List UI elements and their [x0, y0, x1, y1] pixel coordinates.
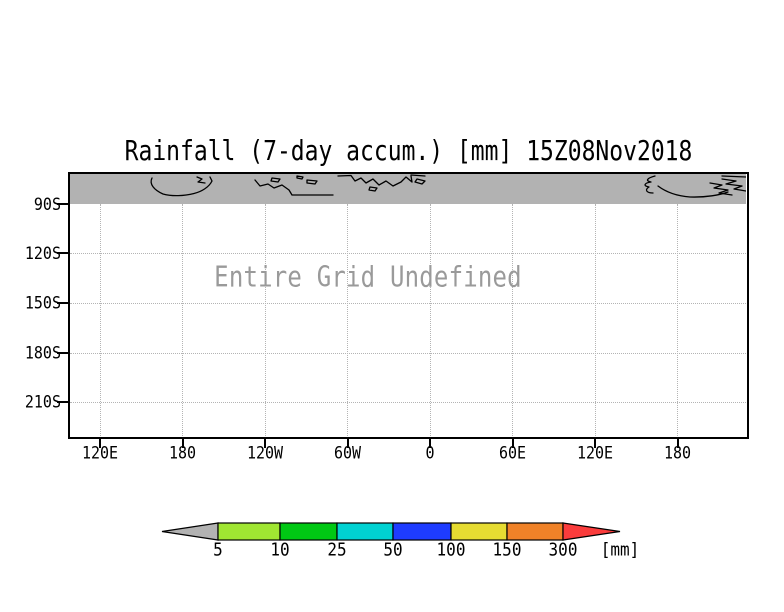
- x-axis-tick-label: 60W: [333, 442, 362, 464]
- x-axis-tick-label: 60E: [498, 442, 527, 464]
- coastline-graphic: [150, 174, 747, 198]
- x-axis-tick: [676, 437, 679, 448]
- x-axis-tick: [99, 437, 101, 448]
- colorbar-unit-label: [mm]: [600, 538, 640, 561]
- colorbar-level-label: 100: [436, 538, 466, 561]
- vertical-gridline: [347, 204, 348, 436]
- colorbar-cell: [336, 522, 394, 541]
- colorbar-level-label: 150: [492, 538, 522, 561]
- x-axis-tick-label: 0: [425, 442, 435, 464]
- vertical-gridline: [182, 204, 183, 436]
- y-axis-tick-label: 210S: [24, 391, 61, 413]
- colorbar-level-label: 5: [213, 538, 223, 561]
- colorbar-level-label: 300: [548, 538, 578, 561]
- colorbar: [161, 522, 621, 541]
- y-axis-tick-label: 180S: [24, 342, 61, 364]
- colorbar-level-label: 10: [270, 538, 290, 561]
- x-axis-tick: [429, 437, 431, 448]
- x-axis-tick-label: 120E: [81, 442, 119, 464]
- colorbar-cell: [392, 522, 452, 541]
- map-plot-frame: Entire Grid Undefined: [68, 172, 749, 439]
- x-axis-tick: [346, 437, 349, 448]
- vertical-gridline: [677, 204, 678, 436]
- colorbar-left-arrow: [161, 522, 219, 541]
- x-axis-tick: [181, 437, 184, 448]
- horizontal-gridline: [70, 352, 746, 354]
- y-axis-tick: [57, 352, 68, 354]
- vertical-gridline: [429, 204, 431, 436]
- coastline-segment: [196, 176, 206, 184]
- vertical-gridline: [512, 204, 513, 436]
- y-axis-tick: [57, 401, 68, 403]
- vertical-gridline: [594, 204, 596, 436]
- coastline-segment: [709, 182, 733, 196]
- y-axis-tick: [57, 302, 68, 304]
- coastline-segment: [410, 174, 426, 177]
- colorbar-cell: [506, 522, 564, 541]
- coastline-island: [414, 178, 426, 185]
- horizontal-gridline: [70, 401, 746, 403]
- horizontal-gridline: [70, 302, 746, 304]
- land-shade-band: [70, 174, 747, 204]
- coastline-segment: [337, 174, 413, 187]
- colorbar-cell: [450, 522, 508, 541]
- undefined-grid-annotation: Entire Grid Undefined: [214, 260, 522, 294]
- x-axis-tick-label: 120E: [576, 442, 614, 464]
- coastline-segment: [721, 178, 747, 192]
- x-axis-tick-label: 180: [168, 442, 197, 464]
- y-axis-tick-label: 120S: [24, 242, 61, 264]
- horizontal-gridline: [70, 252, 746, 254]
- coastline-segment: [657, 185, 729, 198]
- coastline-island: [270, 177, 281, 183]
- colorbar-right-arrow: [562, 522, 621, 541]
- y-axis-tick-label: 150S: [24, 292, 61, 314]
- x-axis-tick: [511, 437, 514, 448]
- vertical-gridline: [264, 204, 266, 436]
- coastline-segment: [644, 175, 656, 194]
- vertical-gridline: [99, 204, 101, 436]
- x-axis-tick: [264, 437, 266, 448]
- colorbar-cell: [279, 522, 338, 541]
- coastline-island: [296, 175, 304, 180]
- colorbar-level-label: 50: [383, 538, 403, 561]
- coastline-segment: [150, 176, 213, 197]
- coastline-island: [368, 186, 378, 192]
- y-axis-tick-label: 90S: [33, 193, 61, 215]
- coastline-segment: [254, 179, 334, 196]
- y-axis-tick: [57, 252, 68, 254]
- y-axis-tick: [57, 203, 68, 205]
- x-axis-tick: [594, 437, 596, 448]
- coastline-island: [306, 179, 318, 185]
- coastline-segment: [721, 175, 747, 178]
- plot-title: Rainfall (7-day accum.) [mm] 15Z08Nov201…: [124, 136, 693, 168]
- x-axis-tick-label: 120W: [246, 442, 284, 464]
- map-plot-area: Entire Grid Undefined: [70, 174, 747, 437]
- colorbar-cell: [217, 522, 281, 541]
- x-axis-tick-label: 180: [663, 442, 692, 464]
- colorbar-level-label: 25: [327, 538, 347, 561]
